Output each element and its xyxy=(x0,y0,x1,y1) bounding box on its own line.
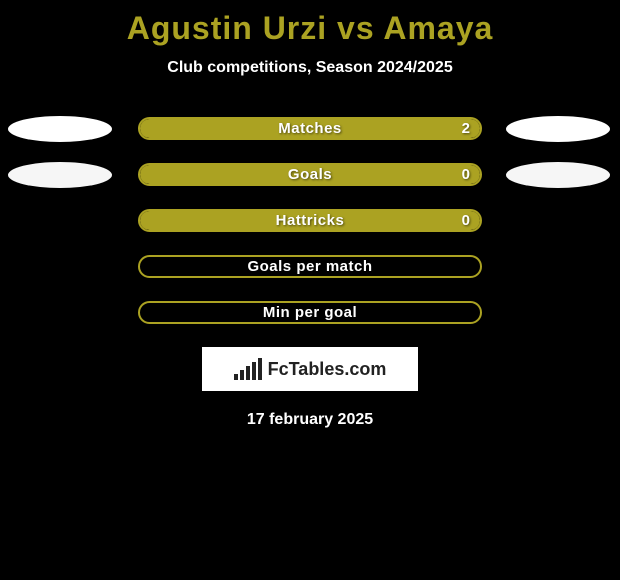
bars-icon xyxy=(234,358,262,380)
page-title: Agustin Urzi vs Amaya xyxy=(0,0,620,47)
stat-row: Goals per match xyxy=(0,255,620,278)
stat-value: 0 xyxy=(462,211,470,230)
stat-bar: Goals0 xyxy=(138,163,482,186)
stat-bar: Min per goal xyxy=(138,301,482,324)
stat-label: Matches xyxy=(140,119,480,138)
stat-label: Min per goal xyxy=(140,303,480,322)
stat-row: Hattricks0 xyxy=(0,209,620,232)
stat-row: Min per goal xyxy=(0,301,620,324)
date-line: 17 february 2025 xyxy=(0,411,620,429)
player-left-marker xyxy=(8,162,112,188)
comparison-chart: Matches2Goals0Hattricks0Goals per matchM… xyxy=(0,117,620,324)
stat-label: Goals xyxy=(140,165,480,184)
player-right-marker xyxy=(506,116,610,142)
stat-label: Hattricks xyxy=(140,211,480,230)
stat-bar: Hattricks0 xyxy=(138,209,482,232)
logo-text: FcTables.com xyxy=(268,359,387,380)
stat-value: 2 xyxy=(462,119,470,138)
subtitle: Club competitions, Season 2024/2025 xyxy=(0,59,620,77)
stat-bar: Goals per match xyxy=(138,255,482,278)
logo-box: FcTables.com xyxy=(202,347,418,391)
stat-row: Matches2 xyxy=(0,117,620,140)
stat-label: Goals per match xyxy=(140,257,480,276)
player-left-marker xyxy=(8,116,112,142)
player-right-marker xyxy=(506,162,610,188)
stat-bar: Matches2 xyxy=(138,117,482,140)
stat-row: Goals0 xyxy=(0,163,620,186)
stat-value: 0 xyxy=(462,165,470,184)
